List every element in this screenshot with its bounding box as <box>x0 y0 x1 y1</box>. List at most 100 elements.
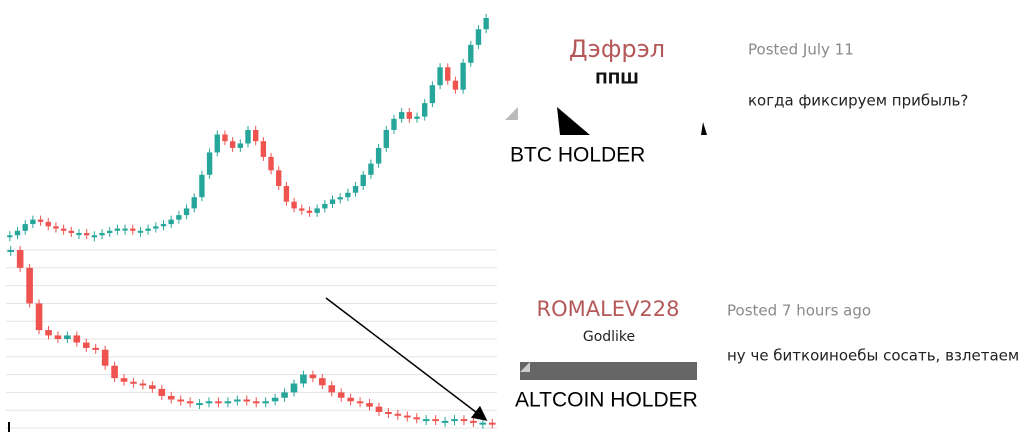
candle <box>314 208 320 213</box>
candle <box>468 44 474 63</box>
rank: Godlike <box>583 329 635 345</box>
candle <box>299 208 305 211</box>
candle <box>168 219 174 225</box>
candle <box>7 250 15 252</box>
candle <box>160 224 167 227</box>
candle <box>183 208 190 216</box>
candle <box>68 230 74 234</box>
post-text: когда фиксируем прибыль? <box>748 92 968 110</box>
candle <box>276 170 282 186</box>
candle <box>422 103 428 117</box>
candle <box>356 401 364 404</box>
candle <box>281 392 288 398</box>
candle <box>234 399 241 402</box>
candle <box>328 385 336 393</box>
candle <box>73 335 81 343</box>
candle <box>245 130 251 144</box>
candle <box>107 230 113 234</box>
candle <box>191 197 197 209</box>
arrow <box>325 297 488 421</box>
candle <box>214 134 220 153</box>
candle <box>322 203 328 209</box>
candle <box>199 174 205 198</box>
candle <box>429 85 436 104</box>
candle <box>383 130 389 148</box>
candle <box>300 374 307 384</box>
candle <box>290 383 298 393</box>
candle <box>337 197 343 200</box>
caption: BTC HOLDER <box>510 144 645 167</box>
candle <box>368 163 374 175</box>
candle <box>14 230 21 236</box>
candle <box>406 112 413 119</box>
candle <box>92 347 100 350</box>
candle <box>260 141 267 157</box>
candle <box>375 406 383 412</box>
candle <box>391 118 397 130</box>
candle <box>177 399 184 402</box>
candle <box>283 186 290 202</box>
candle <box>111 365 118 379</box>
candle <box>441 420 449 423</box>
candle <box>153 226 159 229</box>
candle <box>26 267 33 304</box>
candle <box>53 226 59 229</box>
candle <box>479 422 487 425</box>
avatar-fragment <box>520 362 697 380</box>
candle <box>291 201 297 209</box>
candle <box>460 62 466 90</box>
candle <box>437 67 443 86</box>
candle <box>16 250 24 268</box>
altcoin-chart <box>6 246 497 429</box>
candle <box>345 192 351 198</box>
candle <box>176 215 182 220</box>
candle <box>54 335 62 339</box>
candle <box>252 401 260 404</box>
author: Дэфрэл <box>569 35 665 63</box>
candle <box>45 221 51 227</box>
candle <box>413 417 421 420</box>
candle <box>145 228 151 231</box>
candle <box>215 401 222 404</box>
candle <box>120 378 128 382</box>
candle <box>99 233 105 236</box>
candle <box>268 156 274 171</box>
candle <box>398 112 405 119</box>
candle <box>76 233 82 236</box>
candle <box>64 335 71 339</box>
candle <box>252 130 259 142</box>
candle <box>137 230 144 233</box>
author: ROMALEV228 <box>536 297 679 321</box>
candle <box>130 381 137 384</box>
candle <box>452 80 459 90</box>
candle <box>460 419 468 422</box>
candle <box>45 330 52 336</box>
candle <box>91 235 98 238</box>
candle <box>237 143 244 148</box>
candle <box>158 388 166 396</box>
candle <box>337 392 345 398</box>
candle <box>262 401 269 404</box>
candle <box>122 228 128 231</box>
btc-chart <box>7 14 489 242</box>
candle <box>394 413 402 416</box>
candle <box>375 147 382 164</box>
candle <box>414 116 420 119</box>
candle <box>366 403 373 407</box>
candle <box>329 199 336 204</box>
candle <box>445 67 451 81</box>
candle <box>360 174 366 186</box>
post-date: Posted 7 hours ago <box>727 302 871 320</box>
candle <box>432 419 439 422</box>
rank: ППШ <box>595 70 639 88</box>
candle <box>422 419 430 422</box>
candle <box>309 374 317 379</box>
candle <box>130 228 136 231</box>
candle <box>306 210 313 213</box>
avatar-fragment <box>701 122 707 135</box>
caption: ALTCOIN HOLDER <box>515 389 698 412</box>
candle <box>186 401 194 404</box>
candle <box>139 383 147 386</box>
candle <box>470 420 477 423</box>
candle <box>205 401 213 404</box>
